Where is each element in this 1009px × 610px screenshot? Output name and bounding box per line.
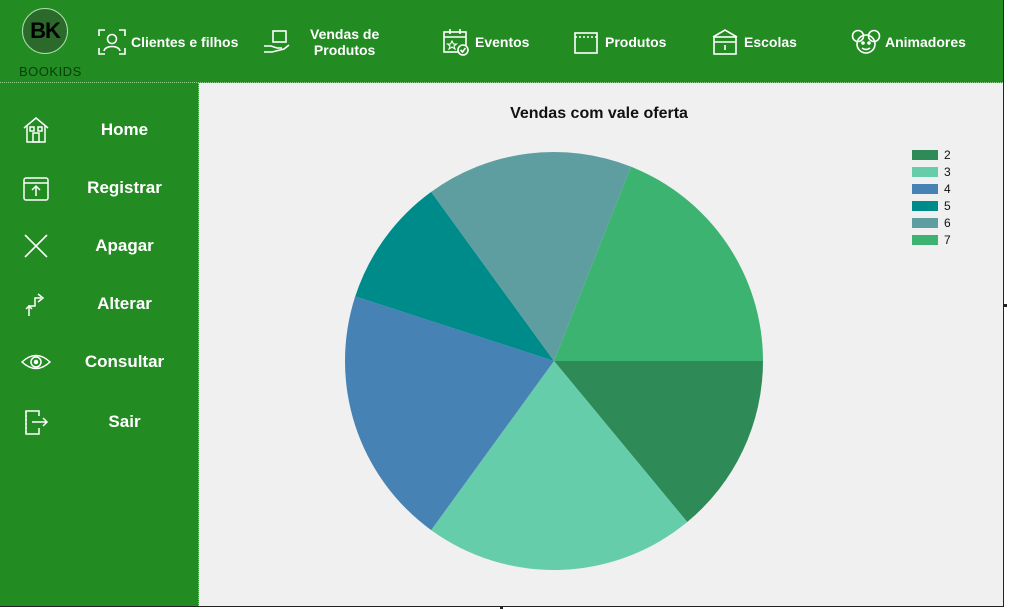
chart-title: Vendas com vale oferta	[510, 105, 688, 122]
box-icon	[571, 27, 601, 57]
logo: BK BOOKIDS	[19, 8, 82, 80]
legend-label: 6	[944, 215, 951, 230]
resize-handle-bottom[interactable]	[500, 606, 503, 609]
sidebar: Home Registrar Apagar	[0, 83, 199, 606]
exit-door-icon	[20, 406, 52, 438]
pie-chart	[344, 152, 763, 570]
legend-swatch	[912, 234, 938, 245]
nav-label: Produtos	[605, 33, 667, 50]
nav-escolas[interactable]: Escolas	[710, 0, 797, 83]
delete-x-icon	[20, 230, 52, 262]
logo-badge: BK	[22, 8, 68, 54]
nav-label: Eventos	[475, 33, 530, 50]
nav-label: Animadores	[885, 33, 966, 50]
legend-item: 6	[912, 214, 951, 231]
mouse-face-icon	[851, 27, 881, 57]
pie-slice-5	[355, 191, 554, 361]
chart-panel: Vendas com vale oferta 2 3 4 5 6 7	[199, 83, 1003, 606]
legend-swatch	[912, 200, 938, 211]
legend-swatch	[912, 149, 938, 160]
legend-swatch	[912, 166, 938, 177]
hand-box-icon	[262, 27, 292, 57]
chart-legend: 2 3 4 5 6 7	[912, 146, 951, 248]
nav-label: Clientes e filhos	[131, 33, 239, 50]
logo-wordmark: BOOKIDS	[19, 64, 82, 79]
register-icon	[20, 172, 52, 204]
sidebar-item-alterar[interactable]: Alterar	[0, 279, 199, 329]
nav-vendas-de-produtos[interactable]: Vendas de Produtos	[262, 0, 379, 83]
nav-clientes-e-filhos[interactable]: Clientes e filhos	[97, 0, 238, 83]
legend-label: 2	[944, 147, 951, 162]
nav-animadores[interactable]: Animadores	[851, 0, 966, 83]
legend-swatch	[912, 183, 938, 194]
legend-swatch	[912, 217, 938, 228]
sidebar-item-label: Apagar	[95, 236, 154, 255]
sidebar-item-sair[interactable]: Sair	[0, 397, 199, 447]
legend-item: 4	[912, 180, 951, 197]
sidebar-item-label: Registrar	[87, 178, 162, 197]
sidebar-item-label: Consultar	[84, 352, 165, 371]
sidebar-item-registrar[interactable]: Registrar	[0, 163, 199, 213]
school-icon	[710, 27, 740, 57]
nav-label: Escolas	[744, 33, 797, 50]
sidebar-item-home[interactable]: Home	[0, 105, 199, 155]
legend-label: 4	[944, 181, 951, 196]
eye-icon	[20, 346, 52, 378]
nav-label: Vendas de Produtos	[310, 25, 380, 58]
pie-slice-2	[554, 361, 763, 523]
sidebar-item-label: Home	[100, 120, 149, 139]
client-scan-icon	[97, 27, 127, 57]
nav-produtos[interactable]: Produtos	[571, 0, 666, 83]
top-navigation-bar: BK BOOKIDS Clientes e filhos Ven	[0, 0, 1003, 83]
legend-label: 3	[944, 164, 951, 179]
legend-item: 7	[912, 231, 951, 248]
sidebar-item-apagar[interactable]: Apagar	[0, 221, 199, 271]
pie-slice-7	[554, 166, 763, 361]
pie-slice-6	[431, 152, 631, 361]
pie-slice-4	[344, 296, 554, 531]
nav-eventos[interactable]: Eventos	[441, 0, 529, 83]
sidebar-item-consultar[interactable]: Consultar	[0, 337, 199, 387]
calendar-icon	[441, 27, 471, 57]
pie-slice-3	[431, 361, 688, 570]
sidebar-item-label: Alterar	[97, 294, 152, 313]
legend-item: 3	[912, 163, 951, 180]
resize-handle-right[interactable]	[1004, 304, 1007, 307]
legend-item: 5	[912, 197, 951, 214]
swap-arrows-icon	[20, 288, 52, 320]
legend-label: 7	[944, 232, 951, 247]
legend-item: 2	[912, 146, 951, 163]
home-icon	[20, 114, 52, 146]
legend-label: 5	[944, 198, 951, 213]
sidebar-item-label: Sair	[108, 412, 141, 431]
